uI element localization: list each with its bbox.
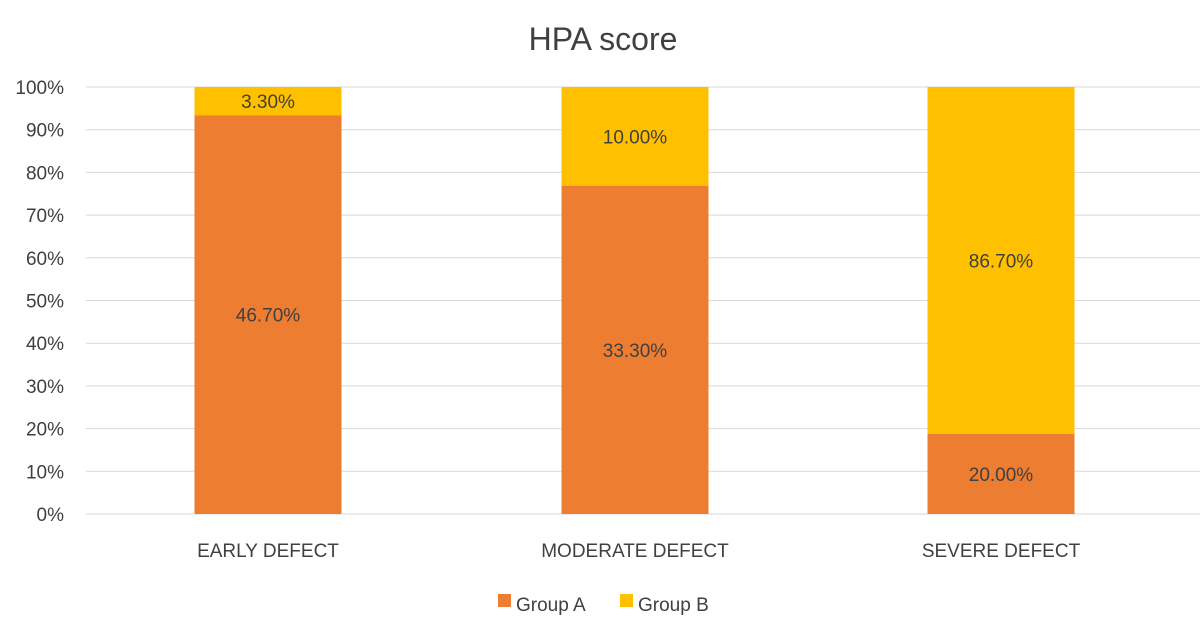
y-tick-label: 60% xyxy=(26,249,64,270)
data-label: 46.70% xyxy=(236,306,301,327)
data-labels: 46.70% 3.30% 33.30% 10.00% 20.00% 86.70% xyxy=(236,92,1034,486)
y-tick-label: 80% xyxy=(26,163,64,184)
x-category-label: SEVERE DEFECT xyxy=(922,541,1081,562)
chart-title: HPA score xyxy=(529,21,678,57)
y-tick-label: 30% xyxy=(26,377,64,398)
legend-swatch xyxy=(498,594,511,607)
data-label: 3.30% xyxy=(241,92,295,113)
legend-label: Group B xyxy=(638,595,709,616)
data-label: 10.00% xyxy=(603,127,668,148)
bars xyxy=(194,87,1075,514)
legend-label: Group A xyxy=(516,595,586,616)
bar-segment xyxy=(194,87,342,116)
bar-segment xyxy=(561,185,709,514)
y-tick-label: 10% xyxy=(26,462,64,483)
y-tick-label: 0% xyxy=(37,505,65,526)
y-tick-label: 40% xyxy=(26,334,64,355)
bar-segment xyxy=(927,433,1075,514)
x-category-label: EARLY DEFECT xyxy=(197,541,339,562)
bar-segment xyxy=(927,87,1075,434)
legend-swatch xyxy=(620,594,633,607)
y-tick-label: 70% xyxy=(26,206,64,227)
data-label: 86.70% xyxy=(969,251,1034,272)
y-tick-label: 20% xyxy=(26,420,64,441)
bar-segment xyxy=(561,87,709,186)
data-label: 33.30% xyxy=(603,341,668,362)
y-tick-label: 50% xyxy=(26,292,64,313)
data-label: 20.00% xyxy=(969,465,1034,486)
y-tick-label: 90% xyxy=(26,121,64,142)
x-category-label: MODERATE DEFECT xyxy=(541,541,729,562)
bar-segment xyxy=(194,115,342,514)
x-axis-categories: EARLY DEFECT MODERATE DEFECT SEVERE DEFECT xyxy=(197,541,1080,562)
y-axis-ticks: 0% 10% 20% 30% 40% 50% 60% 70% 80% 90% 100% xyxy=(15,78,64,526)
y-tick-label: 100% xyxy=(15,78,64,99)
legend: Group A Group B xyxy=(498,594,709,616)
